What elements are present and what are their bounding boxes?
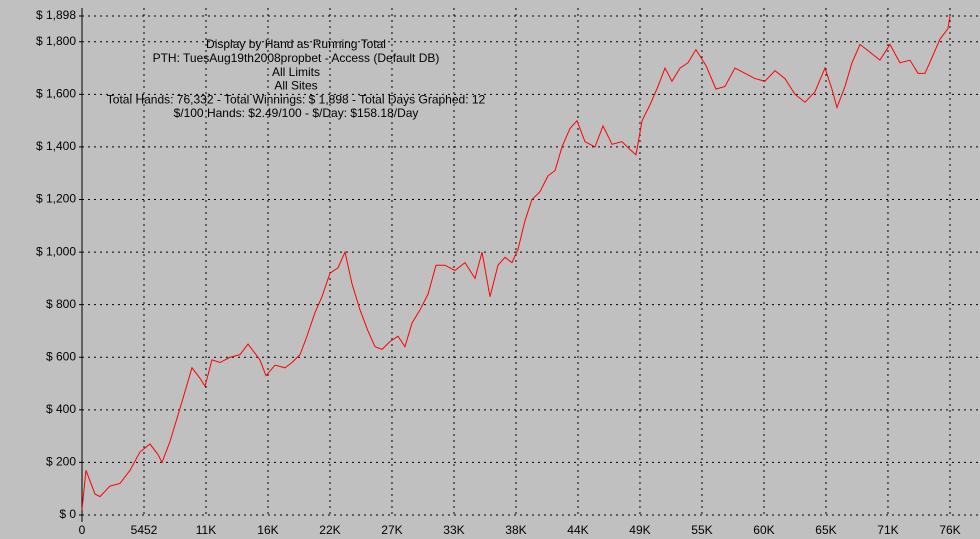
- x-tick-label: 60K: [753, 523, 774, 537]
- x-tick-label: 0: [79, 523, 86, 537]
- x-tick-label: 11K: [196, 523, 216, 537]
- y-tick-label: $ 400: [46, 402, 76, 416]
- y-tick-label: $ 1,600: [36, 87, 76, 101]
- x-tick-label: 76K: [939, 523, 960, 537]
- x-tick-label: 65K: [815, 523, 836, 537]
- annotation: Display by Hand as Running Total: [206, 37, 386, 51]
- annotation: Total Hands: 76,332 - Total Winnings: $ …: [107, 92, 486, 106]
- y-tick-label: $ 800: [46, 297, 76, 311]
- y-tick-label: $ 200: [46, 455, 76, 469]
- y-tick-label: $ 1,898: [36, 8, 76, 22]
- y-tick-label: $ 1,000: [36, 244, 76, 258]
- annotation: All Sites: [274, 79, 317, 93]
- y-tick-label: $ 1,800: [36, 34, 76, 48]
- data-line: [81, 15, 951, 510]
- x-tick-label: 49K: [629, 523, 650, 537]
- annotation: PTH: TuesAug19th2008propbet - Access (De…: [153, 51, 440, 65]
- x-tick-label: 44K: [567, 523, 588, 537]
- x-tick-label: 5452: [131, 523, 158, 537]
- x-tick-label: 38K: [505, 523, 526, 537]
- y-tick-label: $ 600: [46, 349, 76, 363]
- y-tick-label: $ 1,400: [36, 139, 76, 153]
- x-tick-label: 27K: [381, 523, 402, 537]
- x-tick-label: 71K: [877, 523, 898, 537]
- x-tick-label: 22K: [319, 523, 340, 537]
- x-tick-label: 33K: [443, 523, 464, 537]
- annotation: $/100 Hands: $2.49/100 - $/Day: $158.18/…: [174, 106, 419, 120]
- annotation: All Limits: [272, 65, 320, 79]
- x-tick-label: 16K: [257, 523, 278, 537]
- x-tick-label: 55K: [691, 523, 712, 537]
- y-tick-label: $ 0: [59, 507, 76, 521]
- y-tick-label: $ 1,200: [36, 192, 76, 206]
